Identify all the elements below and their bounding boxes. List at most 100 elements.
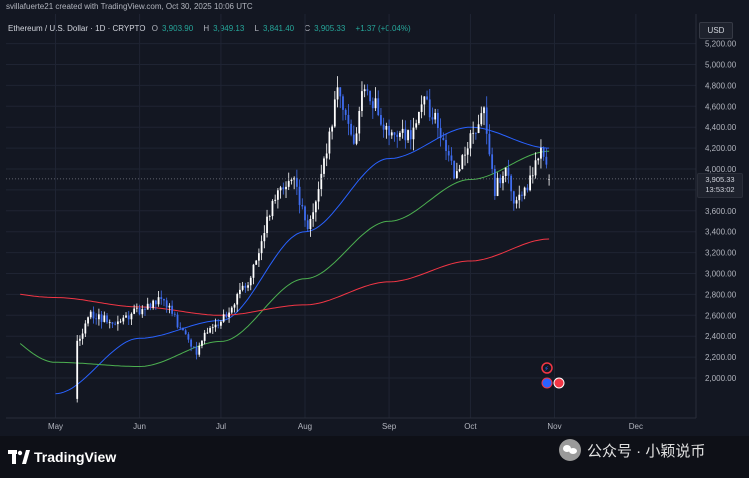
candle-body (81, 333, 84, 339)
candle-body (531, 175, 534, 177)
y-tick-label: 2,600.00 (705, 311, 737, 320)
candle-body (79, 338, 81, 341)
candle-body (369, 90, 371, 102)
candle-body (377, 98, 380, 116)
candle-body (399, 132, 401, 137)
currency-selector[interactable]: USD (699, 22, 733, 39)
high-label: H (203, 24, 210, 33)
candle-body (214, 324, 217, 328)
candle-body (236, 294, 239, 305)
candle-body (287, 181, 290, 187)
candle-body (274, 199, 277, 201)
ma-line (55, 126, 550, 395)
candle-body (111, 322, 114, 324)
wechat-icon (559, 439, 581, 461)
candle-body (415, 123, 418, 128)
candle-body (455, 171, 458, 179)
x-tick-label: Oct (464, 422, 477, 431)
candle-body (184, 330, 187, 335)
candle-body (436, 112, 439, 129)
candle-body (401, 128, 404, 133)
candle-body (114, 323, 117, 325)
candle-body (523, 187, 526, 196)
candle-body (203, 332, 206, 341)
candle-body (149, 303, 152, 308)
candle-body (407, 130, 409, 141)
candle-body (100, 314, 103, 322)
candle-body (217, 324, 220, 326)
candle-body (474, 132, 477, 134)
candle-body (301, 204, 304, 207)
tradingview-logo[interactable]: TradingView (8, 449, 116, 465)
candle-body (385, 125, 388, 130)
candle-body (442, 138, 445, 140)
tradingview-logo-icon (8, 450, 30, 464)
candle-body (363, 89, 366, 92)
candle-body (323, 158, 325, 174)
event-marker-icon[interactable] (541, 362, 553, 374)
candle-body (249, 277, 252, 286)
current-price: 3,905.33 (705, 175, 735, 184)
candle-body (190, 339, 192, 347)
candle-body (464, 154, 466, 156)
watermark-text: 公众号 · 小颖说币 (587, 442, 706, 460)
candle-body (116, 321, 119, 325)
candle-body (480, 113, 483, 125)
candle-body (146, 303, 149, 310)
brand-name: TradingView (34, 449, 117, 465)
candle-body (409, 130, 412, 140)
us-flag-icon[interactable] (541, 377, 553, 389)
candle-body (239, 289, 241, 295)
y-tick-label: 2,400.00 (705, 332, 737, 341)
wechat-watermark: 公众号 · 小颖说币 (559, 439, 705, 461)
candle-body (469, 133, 472, 149)
candle-body (428, 99, 431, 118)
candle-body (439, 128, 442, 139)
candle-body (393, 132, 396, 135)
candle-body (263, 233, 266, 242)
candles (76, 76, 550, 403)
y-tick-label: 5,200.00 (705, 40, 737, 49)
candle-body (306, 220, 309, 230)
candle-body (382, 124, 385, 130)
candle-body (271, 200, 274, 217)
y-tick-label: 2,800.00 (705, 290, 737, 299)
candle-body (103, 315, 106, 322)
candle-body (453, 160, 456, 179)
y-tick-label: 2,000.00 (705, 374, 737, 383)
candle-body (477, 124, 480, 134)
candle-body (244, 285, 247, 288)
candle-body (491, 154, 494, 169)
low-value: 3,841.40 (262, 24, 295, 33)
candle-body (168, 305, 171, 308)
candle-body (192, 346, 195, 348)
x-tick-label: Nov (547, 422, 561, 431)
candle-body (325, 153, 328, 159)
x-tick-label: Dec (629, 422, 643, 431)
candle-body (390, 132, 393, 136)
candle-body (336, 87, 339, 100)
candle-body (493, 168, 496, 196)
close-value: 3,905.33 (314, 24, 346, 33)
candle-body (447, 151, 450, 156)
candle-body (211, 327, 214, 329)
candle-body (361, 91, 363, 111)
candle-body (431, 117, 434, 120)
candle-body (333, 99, 336, 127)
candle-body (92, 311, 95, 319)
candle-body (502, 175, 504, 184)
candle-body (512, 191, 515, 204)
candle-body (108, 322, 111, 324)
candle-body (418, 111, 420, 124)
candle-body (144, 309, 146, 310)
y-tick-label: 4,000.00 (705, 165, 737, 174)
candle-body (260, 241, 263, 254)
price-chart[interactable]: 2,000.00 2,200.00 2,400.00 2,600.00 2,800.00… (0, 0, 749, 436)
candle-body (347, 114, 350, 124)
event-flag-icon[interactable] (553, 377, 565, 389)
moving-averages (19, 126, 550, 395)
candle-body (255, 260, 258, 265)
candle-body (122, 317, 125, 322)
candle-body (396, 134, 399, 137)
candle-body (228, 312, 230, 318)
